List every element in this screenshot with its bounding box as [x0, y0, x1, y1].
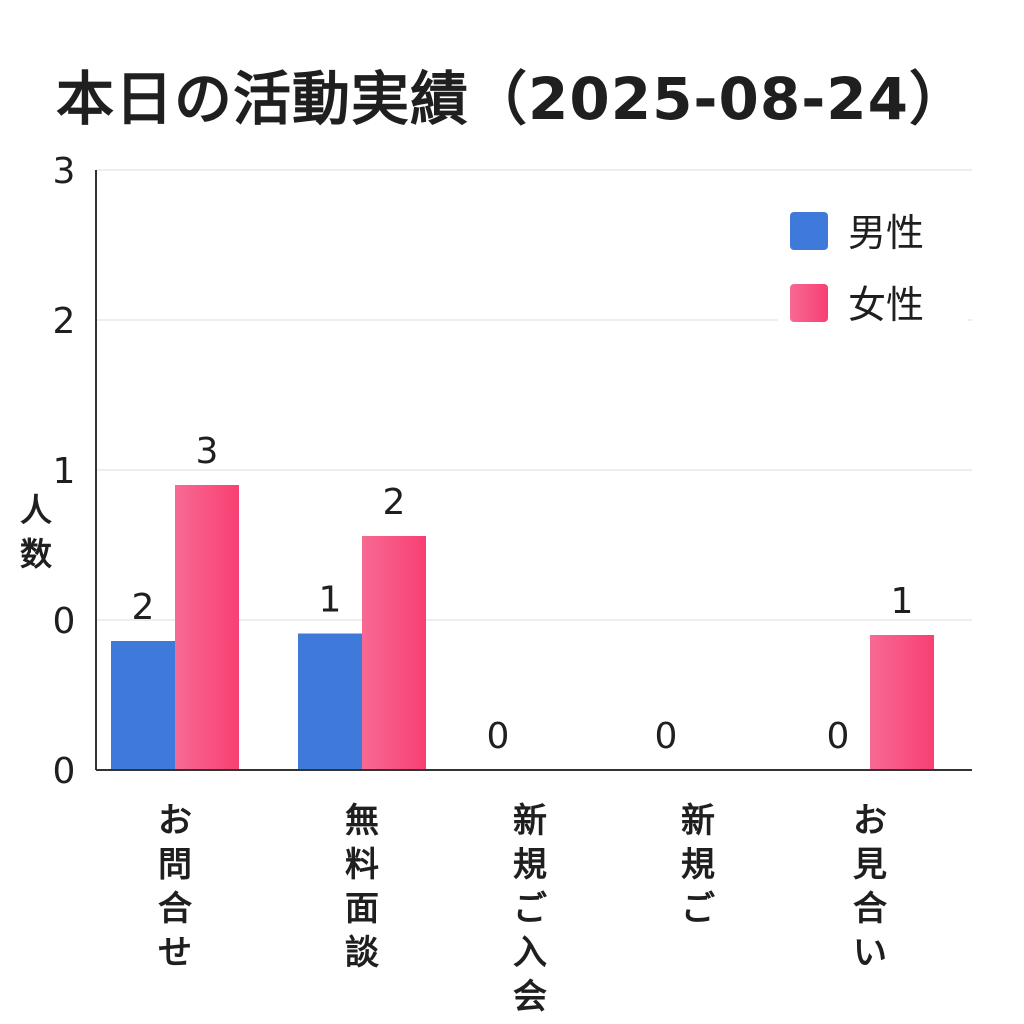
bar-male [298, 633, 362, 770]
data-label: 3 [196, 431, 219, 472]
y-tick-label: 0 [53, 601, 76, 642]
x-tick-label: 問 [158, 845, 192, 885]
x-tick-label: 会 [513, 977, 547, 1017]
x-tick-label: お [853, 801, 887, 841]
x-tick-label: 談 [345, 933, 380, 973]
x-tick-label: い [853, 933, 887, 973]
x-tick-label: 新 [513, 801, 547, 841]
bar-male [111, 641, 175, 770]
x-tick-label: 入 [513, 933, 547, 973]
data-label: 0 [827, 716, 850, 757]
data-label: 1 [319, 580, 342, 621]
data-label: 1 [891, 581, 914, 622]
bar-female [362, 536, 426, 770]
x-tick-label: 新 [681, 801, 715, 841]
legend-label: 女性 [848, 283, 924, 327]
x-tick-label: 規 [513, 845, 547, 885]
legend-swatch-female [790, 284, 828, 322]
legend-label: 男性 [848, 211, 924, 255]
x-tick-label: せ [158, 933, 192, 973]
data-label: 2 [132, 587, 155, 628]
y-tick-label: 0 [53, 751, 76, 792]
x-tick-label: お [158, 801, 192, 841]
bar-female [870, 635, 934, 770]
data-label: 0 [487, 716, 510, 757]
x-tick-label: 規 [681, 845, 715, 885]
bar-female [175, 485, 239, 770]
x-tick-label: ご [681, 889, 715, 929]
y-tick-label: 1 [53, 451, 76, 492]
data-label: 2 [383, 482, 406, 523]
x-tick-label: 無 [345, 801, 379, 841]
x-tick-label: 合 [853, 889, 887, 929]
x-tick-label: 見 [853, 845, 887, 885]
data-label: 0 [655, 716, 678, 757]
x-tick-label: 合 [158, 889, 192, 929]
y-tick-label: 2 [53, 301, 76, 342]
y-axis-label: 人数 [19, 491, 52, 573]
x-tick-label: 面 [345, 889, 379, 929]
x-tick-label: ご [513, 889, 547, 929]
chart-title: 本日の活動実績（2025-08-24） [56, 65, 968, 133]
x-tick-label: 料 [345, 845, 379, 885]
y-tick-label: 3 [53, 151, 76, 192]
legend-swatch-male [790, 212, 828, 250]
